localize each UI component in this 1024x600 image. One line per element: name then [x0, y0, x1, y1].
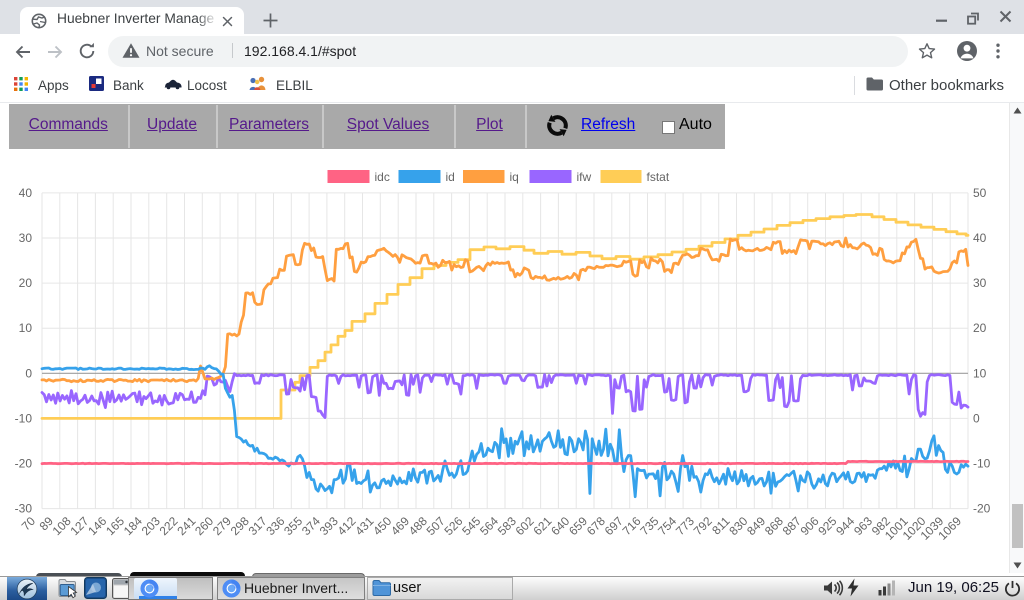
svg-text:-10: -10: [973, 457, 991, 471]
svg-text:40: 40: [19, 186, 33, 200]
svg-text:30: 30: [19, 231, 33, 245]
svg-text:10: 10: [973, 366, 987, 380]
svg-text:fstat: fstat: [647, 170, 670, 184]
svg-text:40: 40: [973, 231, 987, 245]
svg-text:20: 20: [973, 321, 987, 335]
svg-text:-20: -20: [973, 502, 991, 516]
svg-text:id: id: [446, 170, 455, 184]
svg-text:-10: -10: [15, 411, 33, 425]
svg-text:0: 0: [973, 411, 980, 425]
svg-text:-20: -20: [15, 457, 33, 471]
svg-text:30: 30: [973, 276, 987, 290]
svg-text:iq: iq: [510, 170, 519, 184]
svg-text:20: 20: [19, 276, 33, 290]
svg-text:10: 10: [19, 321, 33, 335]
svg-text:0: 0: [25, 366, 32, 380]
svg-text:ifw: ifw: [577, 170, 592, 184]
svg-text:-30: -30: [15, 502, 33, 516]
svg-text:idc: idc: [375, 170, 390, 184]
svg-text:50: 50: [973, 186, 987, 200]
